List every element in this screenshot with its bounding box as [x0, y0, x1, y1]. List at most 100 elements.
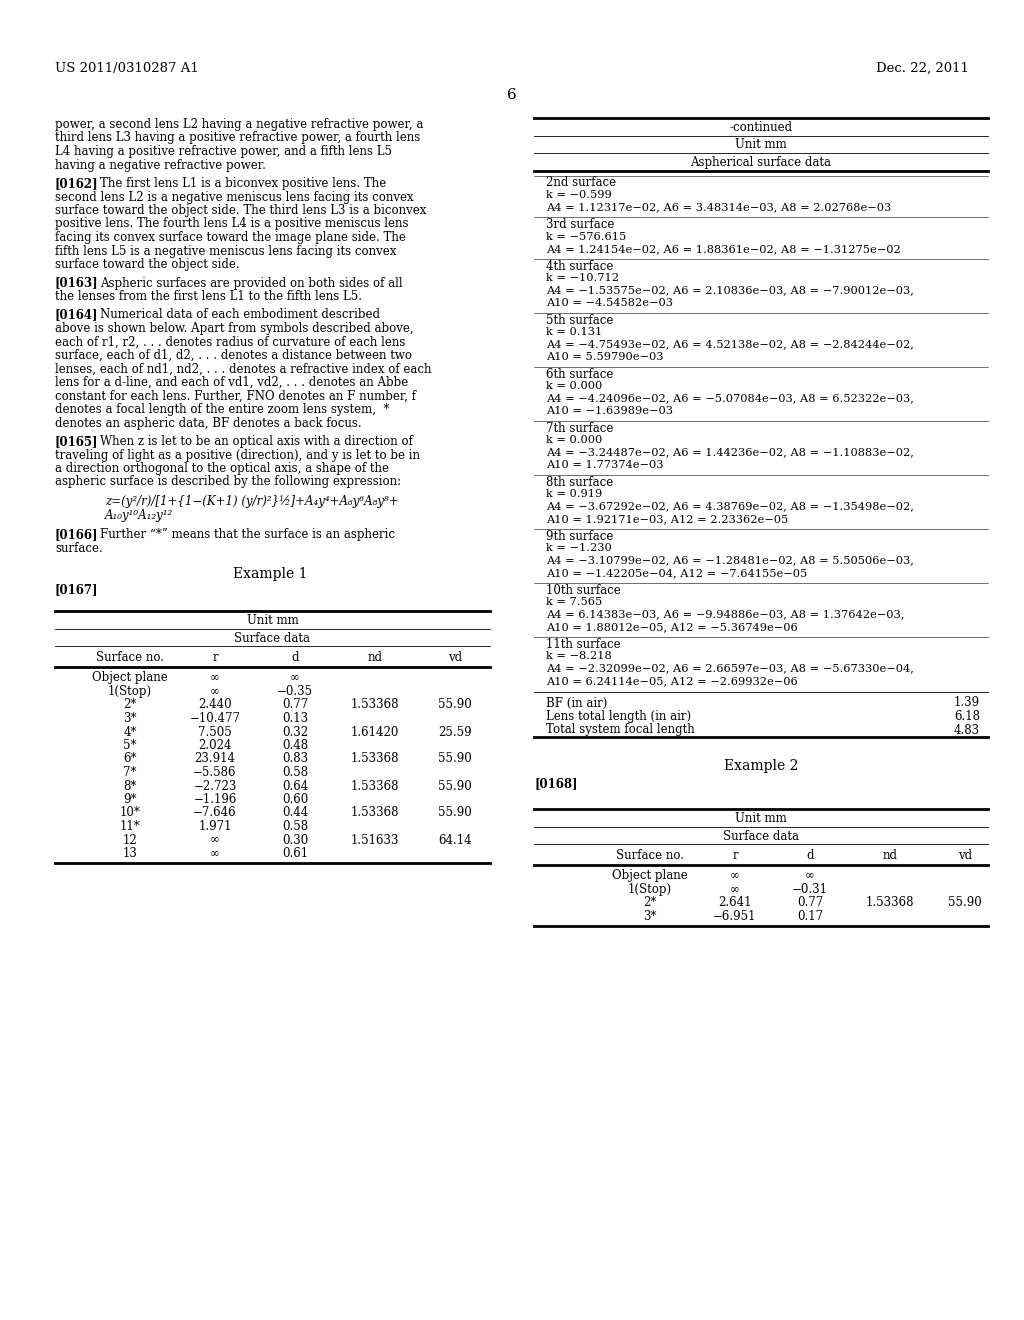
Text: above is shown below. Apart from symbols described above,: above is shown below. Apart from symbols… — [55, 322, 414, 335]
Text: k = 0.000: k = 0.000 — [546, 381, 602, 391]
Text: r: r — [212, 651, 218, 664]
Text: [0168]: [0168] — [534, 777, 578, 789]
Text: power, a second lens L2 having a negative refractive power, a: power, a second lens L2 having a negativ… — [55, 117, 423, 131]
Text: traveling of light as a positive (direction), and y is let to be in: traveling of light as a positive (direct… — [55, 449, 420, 462]
Text: 7*: 7* — [123, 766, 137, 779]
Text: US 2011/0310287 A1: US 2011/0310287 A1 — [55, 62, 199, 75]
Text: 0.17: 0.17 — [797, 909, 823, 923]
Text: Surface data: Surface data — [234, 631, 310, 644]
Text: 6.18: 6.18 — [954, 710, 980, 723]
Text: 2.440: 2.440 — [199, 698, 231, 711]
Text: A10 = 1.88012e−05, A12 = −5.36749e−06: A10 = 1.88012e−05, A12 = −5.36749e−06 — [546, 622, 798, 632]
Text: facing its convex surface toward the image plane side. The: facing its convex surface toward the ima… — [55, 231, 406, 244]
Text: r: r — [732, 849, 738, 862]
Text: −10.477: −10.477 — [189, 711, 241, 725]
Text: 3*: 3* — [123, 711, 137, 725]
Text: Unit mm: Unit mm — [247, 614, 298, 627]
Text: 0.58: 0.58 — [282, 766, 308, 779]
Text: 5th surface: 5th surface — [546, 314, 613, 326]
Text: 55.90: 55.90 — [438, 698, 472, 711]
Text: -continued: -continued — [729, 121, 793, 135]
Text: 8th surface: 8th surface — [546, 475, 613, 488]
Text: 10*: 10* — [120, 807, 140, 820]
Text: surface.: surface. — [55, 541, 102, 554]
Text: k = −10.712: k = −10.712 — [546, 273, 618, 282]
Text: ∞: ∞ — [210, 847, 220, 861]
Text: A4 = −3.67292e−02, A6 = 4.38769e−02, A8 = −1.35498e−02,: A4 = −3.67292e−02, A6 = 4.38769e−02, A8 … — [546, 502, 913, 511]
Text: 55.90: 55.90 — [948, 896, 982, 909]
Text: the lenses from the first lens L1 to the fifth lens L5.: the lenses from the first lens L1 to the… — [55, 290, 362, 304]
Text: k = 7.565: k = 7.565 — [546, 597, 602, 607]
Text: Surface no.: Surface no. — [616, 849, 684, 862]
Text: 1.53368: 1.53368 — [865, 896, 914, 909]
Text: A4 = 1.12317e−02, A6 = 3.48314e−03, A8 = 2.02768e−03: A4 = 1.12317e−02, A6 = 3.48314e−03, A8 =… — [546, 202, 891, 213]
Text: 0.44: 0.44 — [282, 807, 308, 820]
Text: [0163]: [0163] — [55, 276, 98, 289]
Text: surface toward the object side. The third lens L3 is a biconvex: surface toward the object side. The thir… — [55, 205, 426, 216]
Text: 23.914: 23.914 — [195, 752, 236, 766]
Text: lens for a d-line, and each of vd1, vd2, . . . denotes an Abbe: lens for a d-line, and each of vd1, vd2,… — [55, 376, 409, 389]
Text: [0165]: [0165] — [55, 436, 98, 447]
Text: constant for each lens. Further, FNO denotes an F number, f: constant for each lens. Further, FNO den… — [55, 389, 416, 403]
Text: Example 1: Example 1 — [232, 568, 307, 581]
Text: 5*: 5* — [123, 739, 137, 752]
Text: A10 = −4.54582e−03: A10 = −4.54582e−03 — [546, 298, 673, 308]
Text: aspheric surface is described by the following expression:: aspheric surface is described by the fol… — [55, 475, 401, 488]
Text: k = 0.131: k = 0.131 — [546, 327, 602, 337]
Text: 25.59: 25.59 — [438, 726, 472, 738]
Text: Aspherical surface data: Aspherical surface data — [690, 156, 831, 169]
Text: 1.53368: 1.53368 — [351, 807, 399, 820]
Text: Aspheric surfaces are provided on both sides of all: Aspheric surfaces are provided on both s… — [100, 276, 402, 289]
Text: surface, each of d1, d2, . . . denotes a distance between two: surface, each of d1, d2, . . . denotes a… — [55, 348, 412, 362]
Text: Lens total length (in air): Lens total length (in air) — [546, 710, 691, 723]
Text: k = 0.919: k = 0.919 — [546, 488, 602, 499]
Text: 1(Stop): 1(Stop) — [108, 685, 152, 698]
Text: 1.51633: 1.51633 — [351, 833, 399, 846]
Text: 1.53368: 1.53368 — [351, 698, 399, 711]
Text: Numerical data of each embodiment described: Numerical data of each embodiment descri… — [100, 309, 380, 322]
Text: A4 = −3.10799e−02, A6 = −1.28481e−02, A8 = 5.50506e−03,: A4 = −3.10799e−02, A6 = −1.28481e−02, A8… — [546, 556, 913, 565]
Text: ∞: ∞ — [730, 883, 740, 896]
Text: Unit mm: Unit mm — [735, 139, 786, 152]
Text: 9th surface: 9th surface — [546, 529, 613, 543]
Text: second lens L2 is a negative meniscus lens facing its convex: second lens L2 is a negative meniscus le… — [55, 190, 414, 203]
Text: d: d — [291, 651, 299, 664]
Text: 12: 12 — [123, 833, 137, 846]
Text: 0.32: 0.32 — [282, 726, 308, 738]
Text: The first lens L1 is a biconvex positive lens. The: The first lens L1 is a biconvex positive… — [100, 177, 386, 190]
Text: 7th surface: 7th surface — [546, 421, 613, 434]
Text: A₁₀y¹⁰A₁₂y¹²: A₁₀y¹⁰A₁₂y¹² — [105, 508, 173, 521]
Text: Further “*” means that the surface is an aspheric: Further “*” means that the surface is an… — [100, 528, 395, 541]
Text: each of r1, r2, . . . denotes radius of curvature of each lens: each of r1, r2, . . . denotes radius of … — [55, 335, 406, 348]
Text: 64.14: 64.14 — [438, 833, 472, 846]
Text: A4 = 1.24154e−02, A6 = 1.88361e−02, A8 = −1.31275e−02: A4 = 1.24154e−02, A6 = 1.88361e−02, A8 =… — [546, 244, 901, 253]
Text: 55.90: 55.90 — [438, 752, 472, 766]
Text: k = −1.230: k = −1.230 — [546, 543, 611, 553]
Text: ∞: ∞ — [210, 833, 220, 846]
Text: −2.723: −2.723 — [194, 780, 237, 792]
Text: A10 = 1.77374e−03: A10 = 1.77374e−03 — [546, 459, 664, 470]
Text: 0.77: 0.77 — [797, 896, 823, 909]
Text: positive lens. The fourth lens L4 is a positive meniscus lens: positive lens. The fourth lens L4 is a p… — [55, 218, 409, 231]
Text: 1.53368: 1.53368 — [351, 780, 399, 792]
Text: k = −576.615: k = −576.615 — [546, 231, 627, 242]
Text: ∞: ∞ — [210, 672, 220, 685]
Text: d: d — [806, 849, 814, 862]
Text: surface toward the object side.: surface toward the object side. — [55, 257, 240, 271]
Text: ∞: ∞ — [290, 672, 300, 685]
Text: Surface no.: Surface no. — [96, 651, 164, 664]
Text: 7.505: 7.505 — [198, 726, 231, 738]
Text: A10 = 1.92171e−03, A12 = 2.23362e−05: A10 = 1.92171e−03, A12 = 2.23362e−05 — [546, 513, 788, 524]
Text: 2*: 2* — [643, 896, 656, 909]
Text: 6: 6 — [507, 88, 517, 102]
Text: A4 = −4.24096e−02, A6 = −5.07084e−03, A8 = 6.52322e−03,: A4 = −4.24096e−02, A6 = −5.07084e−03, A8… — [546, 393, 913, 404]
Text: A10 = 5.59790e−03: A10 = 5.59790e−03 — [546, 352, 664, 362]
Text: 55.90: 55.90 — [438, 780, 472, 792]
Text: ∞: ∞ — [210, 685, 220, 698]
Text: −5.586: −5.586 — [194, 766, 237, 779]
Text: A4 = −2.32099e−02, A6 = 2.66597e−03, A8 = −5.67330e−04,: A4 = −2.32099e−02, A6 = 2.66597e−03, A8 … — [546, 664, 913, 673]
Text: 0.60: 0.60 — [282, 793, 308, 807]
Text: 0.58: 0.58 — [282, 820, 308, 833]
Text: 3rd surface: 3rd surface — [546, 218, 614, 231]
Text: nd: nd — [368, 651, 383, 664]
